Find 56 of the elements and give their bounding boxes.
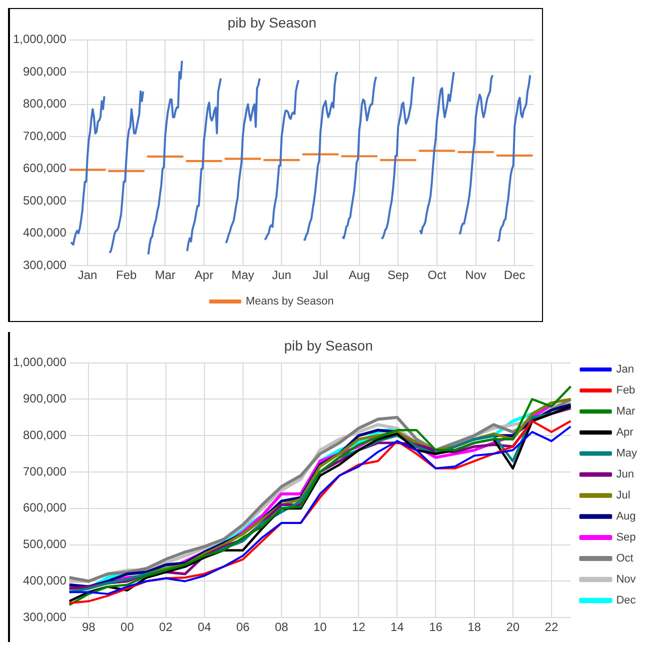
x-tick-label: Oct <box>428 268 447 282</box>
x-tick-label: 18 <box>468 620 482 634</box>
x-tick-label: 98 <box>82 620 96 634</box>
x-tick-label: 00 <box>120 620 134 634</box>
y-tick-label: 800,000 <box>22 428 67 442</box>
y-tick-label: 300,000 <box>22 258 67 272</box>
x-tick-label: 02 <box>159 620 173 634</box>
x-tick-label: 14 <box>390 620 404 634</box>
y-tick-label: 1,000,000 <box>12 32 67 46</box>
x-tick-label: Sep <box>387 268 410 282</box>
legend-label: Jun <box>616 468 634 481</box>
legend-label: Jan <box>616 364 634 376</box>
legend-label: Jul <box>616 490 630 502</box>
y-tick-label: 700,000 <box>22 464 67 478</box>
legend-label: May <box>616 448 638 460</box>
x-tick-label: Jan <box>78 268 98 282</box>
y-tick-label: 500,000 <box>22 193 67 208</box>
x-tick-label: 10 <box>313 620 328 634</box>
legend-label: Means by Season <box>246 296 334 308</box>
y-tick-label: 400,000 <box>22 226 67 240</box>
legend-label: Apr <box>616 426 634 439</box>
x-tick-label: 08 <box>274 620 288 634</box>
x-tick-label: Nov <box>465 268 486 282</box>
x-tick-label: Jun <box>272 268 292 282</box>
chart-title: pib by Season <box>228 14 316 30</box>
x-tick-label: Feb <box>116 268 137 282</box>
y-tick-label: 900,000 <box>22 64 67 78</box>
y-tick-label: 500,000 <box>22 537 67 552</box>
x-tick-label: 22 <box>544 620 558 634</box>
legend-label: Sep <box>616 532 636 544</box>
y-tick-label: 800,000 <box>22 96 67 111</box>
x-tick-label: Apr <box>194 268 214 282</box>
x-tick-label: 12 <box>352 620 366 634</box>
legend-label: Oct <box>616 552 634 565</box>
y-tick-label: 600,000 <box>22 500 67 515</box>
x-tick-label: 04 <box>198 620 212 634</box>
legend-label: Mar <box>616 406 636 418</box>
x-tick-label: Aug <box>348 268 370 282</box>
y-tick-label: 300,000 <box>22 610 67 624</box>
x-tick-label: Jul <box>312 268 328 282</box>
legend-label: Nov <box>616 574 636 586</box>
legend-label: Feb <box>616 384 636 397</box>
x-tick-label: 16 <box>429 620 443 634</box>
y-tick-label: 900,000 <box>22 392 67 406</box>
y-tick-label: 600,000 <box>22 161 67 176</box>
x-tick-label: Mar <box>154 268 176 282</box>
x-tick-label: Dec <box>504 268 526 282</box>
legend-label: Dec <box>616 594 636 607</box>
x-tick-label: May <box>231 268 254 282</box>
chart-title: pib by Season <box>284 337 373 354</box>
y-tick-label: 700,000 <box>22 128 67 143</box>
y-tick-label: 1,000,000 <box>12 355 67 370</box>
y-tick-label: 400,000 <box>22 574 67 588</box>
legend-label: Aug <box>616 510 636 523</box>
x-tick-label: 06 <box>236 620 250 634</box>
x-tick-label: 20 <box>506 620 520 634</box>
